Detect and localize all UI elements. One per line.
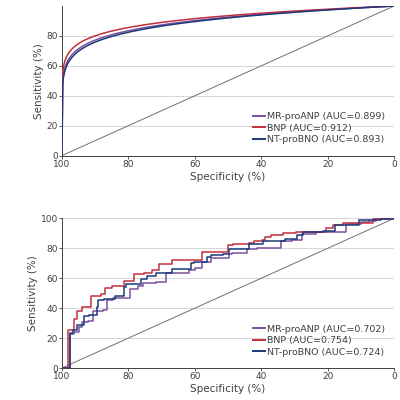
Legend: MR-proANP (AUC=0.702), BNP (AUC=0.754), NT-proBNO (AUC=0.724): MR-proANP (AUC=0.702), BNP (AUC=0.754), … xyxy=(250,321,389,360)
Y-axis label: Sensitivity (%): Sensitivity (%) xyxy=(28,255,38,331)
X-axis label: Specificity (%): Specificity (%) xyxy=(190,384,266,394)
Legend: MR-proANP (AUC=0.899), BNP (AUC=0.912), NT-proBNO (AUC=0.893): MR-proANP (AUC=0.899), BNP (AUC=0.912), … xyxy=(250,108,389,148)
X-axis label: Specificity (%): Specificity (%) xyxy=(190,172,266,182)
Y-axis label: Sensitivity (%): Sensitivity (%) xyxy=(34,43,44,119)
